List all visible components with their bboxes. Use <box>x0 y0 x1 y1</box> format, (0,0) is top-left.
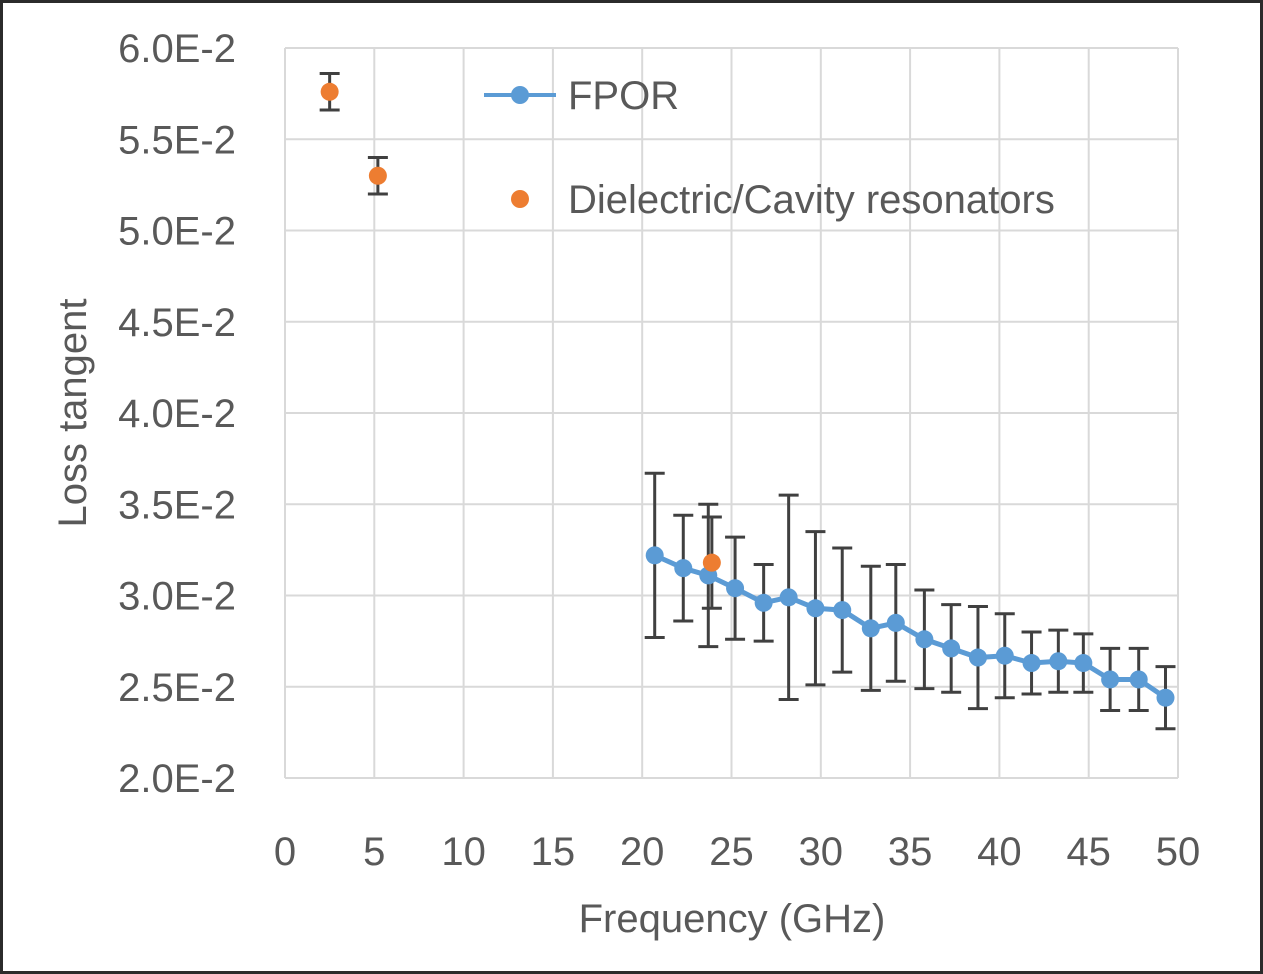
fpor-data-point <box>645 546 664 565</box>
fpor-data-point <box>1101 670 1120 689</box>
y-tick-label: 3.5E-2 <box>118 483 236 527</box>
resonator-data-point <box>368 166 387 185</box>
x-tick-label: 20 <box>620 830 665 874</box>
fpor-data-point <box>915 630 934 649</box>
fpor-data-point <box>754 593 773 612</box>
x-axis-label: Frequency (GHz) <box>579 897 886 941</box>
x-tick-label: 45 <box>1066 830 1111 874</box>
legend-fpor-label: FPOR <box>568 74 679 118</box>
x-tick-label: 50 <box>1156 830 1201 874</box>
y-tick-label: 2.5E-2 <box>118 666 236 710</box>
x-tick-label: 25 <box>709 830 754 874</box>
legend: FPOR Dielectric/Cavity resonators <box>484 74 1055 222</box>
fpor-data-point <box>1022 654 1041 673</box>
y-tick-label: 2.0E-2 <box>118 757 236 801</box>
x-tick-label: 35 <box>888 830 933 874</box>
x-tick-label: 30 <box>799 830 844 874</box>
x-tick-label: 40 <box>977 830 1022 874</box>
fpor-data-point <box>779 588 798 607</box>
fpor-data-point <box>886 613 905 632</box>
resonator-data-point <box>702 553 721 572</box>
y-tick-label: 6.0E-2 <box>118 27 236 71</box>
y-axis-label: Loss tangent <box>51 298 95 527</box>
fpor-data-point <box>1129 670 1148 689</box>
x-tick-label: 10 <box>441 830 486 874</box>
x-tick-label: 5 <box>363 830 385 874</box>
fpor-data-point <box>968 648 987 667</box>
y-tick-label: 5.5E-2 <box>118 118 236 162</box>
fpor-data-point <box>1049 652 1068 671</box>
legend-resonator-marker <box>511 190 529 208</box>
fpor-data-point <box>833 601 852 620</box>
legend-resonator-label: Dielectric/Cavity resonators <box>568 178 1055 222</box>
legend-fpor-marker <box>511 86 529 104</box>
x-tick-label: 15 <box>531 830 576 874</box>
fpor-data-point <box>861 619 880 638</box>
fpor-data-point <box>942 639 961 658</box>
x-tick-label: 0 <box>274 830 296 874</box>
y-tick-label: 3.0E-2 <box>118 575 236 619</box>
fpor-data-point <box>674 559 693 578</box>
fpor-data-point <box>995 646 1014 665</box>
fpor-data-point <box>1156 688 1175 707</box>
fpor-data-point <box>806 599 825 618</box>
fpor-data-point <box>1074 654 1093 673</box>
y-tick-label: 4.0E-2 <box>118 392 236 436</box>
resonator-data-point <box>320 82 339 101</box>
y-tick-label: 4.5E-2 <box>118 301 236 345</box>
y-tick-label: 5.0E-2 <box>118 210 236 254</box>
fpor-data-point <box>726 579 745 598</box>
